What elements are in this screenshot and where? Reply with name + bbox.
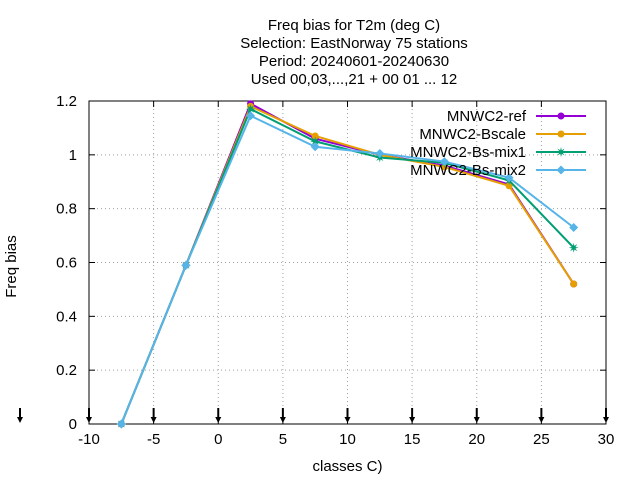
title-line: Selection: EastNorway 75 stations xyxy=(240,35,468,52)
bottom-marker-head xyxy=(17,417,23,423)
data-point xyxy=(375,148,385,158)
series-line xyxy=(120,114,575,425)
bottom-marker-head xyxy=(150,417,157,423)
x-tick-label: -10 xyxy=(78,431,100,448)
data-point xyxy=(568,242,579,253)
x-axis-label: classes C) xyxy=(312,458,382,475)
bottom-marker-head xyxy=(409,417,416,423)
legend-label: MNWC2-Bscale xyxy=(419,126,526,143)
bottom-marker-head xyxy=(344,417,351,423)
bottom-marker-head xyxy=(86,417,92,423)
data-point xyxy=(311,132,319,140)
x-tick-label: 0 xyxy=(214,431,222,448)
data-point xyxy=(246,111,256,121)
data-point xyxy=(116,419,126,429)
legend: MNWC2-refMNWC2-BscaleMNWC2-Bs-mix1MNWC2-… xyxy=(410,108,586,179)
data-point xyxy=(557,130,565,138)
legend-label: MNWC2-Bs-mix2 xyxy=(410,162,526,179)
data-point xyxy=(570,280,578,288)
y-tick-label: 0.2 xyxy=(56,362,77,379)
legend-label: MNWC2-Bs-mix1 xyxy=(410,144,526,161)
data-point xyxy=(181,260,191,270)
x-tick-label: -5 xyxy=(147,431,160,448)
bottom-marker-head xyxy=(473,417,480,423)
y-tick-label: 0 xyxy=(69,416,77,433)
y-tick-label: 0.6 xyxy=(56,255,77,272)
data-point xyxy=(556,147,566,157)
bottom-marker-head xyxy=(603,417,609,423)
data-point xyxy=(439,157,449,167)
chart-title: Freq bias for T2m (deg C)Selection: East… xyxy=(240,17,468,88)
data-series xyxy=(116,100,579,429)
x-tick-label: 20 xyxy=(468,431,485,448)
data-point xyxy=(245,104,256,115)
data-point xyxy=(557,112,565,120)
y-tick-label: 1.2 xyxy=(56,93,77,110)
x-tick-label: 30 xyxy=(598,431,615,448)
data-point xyxy=(569,223,579,233)
y-tick-label: 1 xyxy=(69,147,77,164)
title-line: Used 00,03,...,21 + 00 01 ... 12 xyxy=(251,71,457,88)
title-line: Period: 20240601-20240630 xyxy=(259,53,449,70)
x-tick-label: 15 xyxy=(404,431,421,448)
x-tick-label: 5 xyxy=(279,431,287,448)
y-tick-label: 0.4 xyxy=(56,308,77,325)
x-tick-label: 10 xyxy=(339,431,356,448)
axis-ticks: -10 -5 0 5 10 15 20 25 30 0 0.2 0.4 0.6 0.8 1 1.2 xyxy=(56,93,614,448)
title-line: Freq bias for T2m (deg C) xyxy=(268,17,440,34)
data-point xyxy=(556,165,566,175)
bottom-marker-head xyxy=(215,417,222,423)
data-point xyxy=(310,136,321,147)
legend-label: MNWC2-ref xyxy=(447,108,527,125)
bottom-marker-head xyxy=(279,417,286,423)
y-tick-label: 0.8 xyxy=(56,201,77,218)
data-point xyxy=(504,173,514,183)
y-axis-label: Freq bias xyxy=(3,235,20,298)
series-mnwc2-bs-mix2 xyxy=(116,111,579,429)
x-tick-label: 25 xyxy=(533,431,550,448)
bottom-marker-head xyxy=(538,417,545,423)
data-point xyxy=(310,142,320,152)
data-point xyxy=(505,182,513,190)
bottom-markers xyxy=(17,408,609,423)
